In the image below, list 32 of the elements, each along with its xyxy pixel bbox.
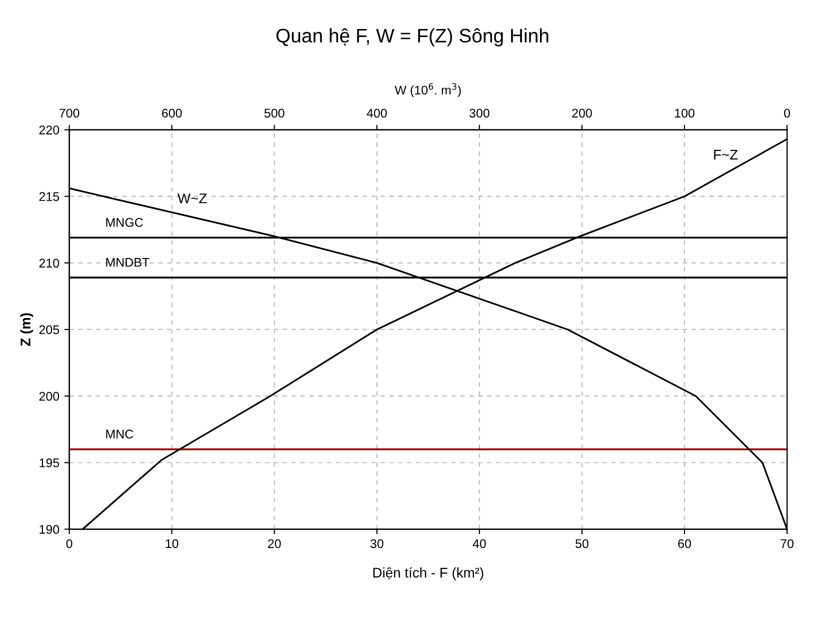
x2-tick-label: 300 (469, 108, 490, 118)
y-tick-label: 190 (40, 524, 60, 534)
x2-tick-label: 400 (366, 108, 387, 118)
series-label: F~Z (714, 150, 738, 160)
y-tick-label: 215 (39, 192, 60, 202)
ref-line-label: MNC (106, 430, 134, 439)
chart-title: Quan hệ F, W = F(Z) Sông Hinh (276, 28, 548, 46)
x-tick-label: 10 (166, 539, 178, 548)
y-axis-title: Z (m) (20, 313, 34, 346)
x-tick-label: 0 (66, 539, 72, 548)
ref-line-label: MNGC (106, 218, 143, 227)
series-label: W~Z (178, 194, 207, 204)
y-tick-label: 205 (39, 325, 60, 334)
x2-tick-label: 600 (162, 108, 182, 118)
x2-tick-label: 500 (264, 108, 284, 118)
x2-tick-label: 700 (60, 108, 80, 118)
y-tick-label: 200 (39, 392, 60, 401)
x-tick-label: 40 (472, 539, 486, 548)
x2-tick-label: 100 (675, 108, 694, 118)
x-tick-label: 30 (370, 539, 384, 548)
x2-tick-label: 0 (784, 108, 790, 118)
y-tick-label: 195 (40, 458, 60, 468)
x-tick-label: 20 (268, 539, 281, 548)
x-tick-label: 60 (678, 539, 691, 548)
x-axis-title: Diện tích - F (km²) (373, 567, 484, 580)
x2-axis-title: W (10$^{6}$. m$^{3}$) (394, 83, 461, 98)
x2-tick-label: 200 (572, 108, 592, 118)
ref-line-label: MNDBT (106, 258, 150, 267)
x-tick-label: 70 (780, 539, 794, 548)
x-tick-label: 50 (576, 539, 588, 548)
y-tick-label: 210 (39, 258, 60, 268)
y-tick-label: 220 (39, 126, 60, 134)
